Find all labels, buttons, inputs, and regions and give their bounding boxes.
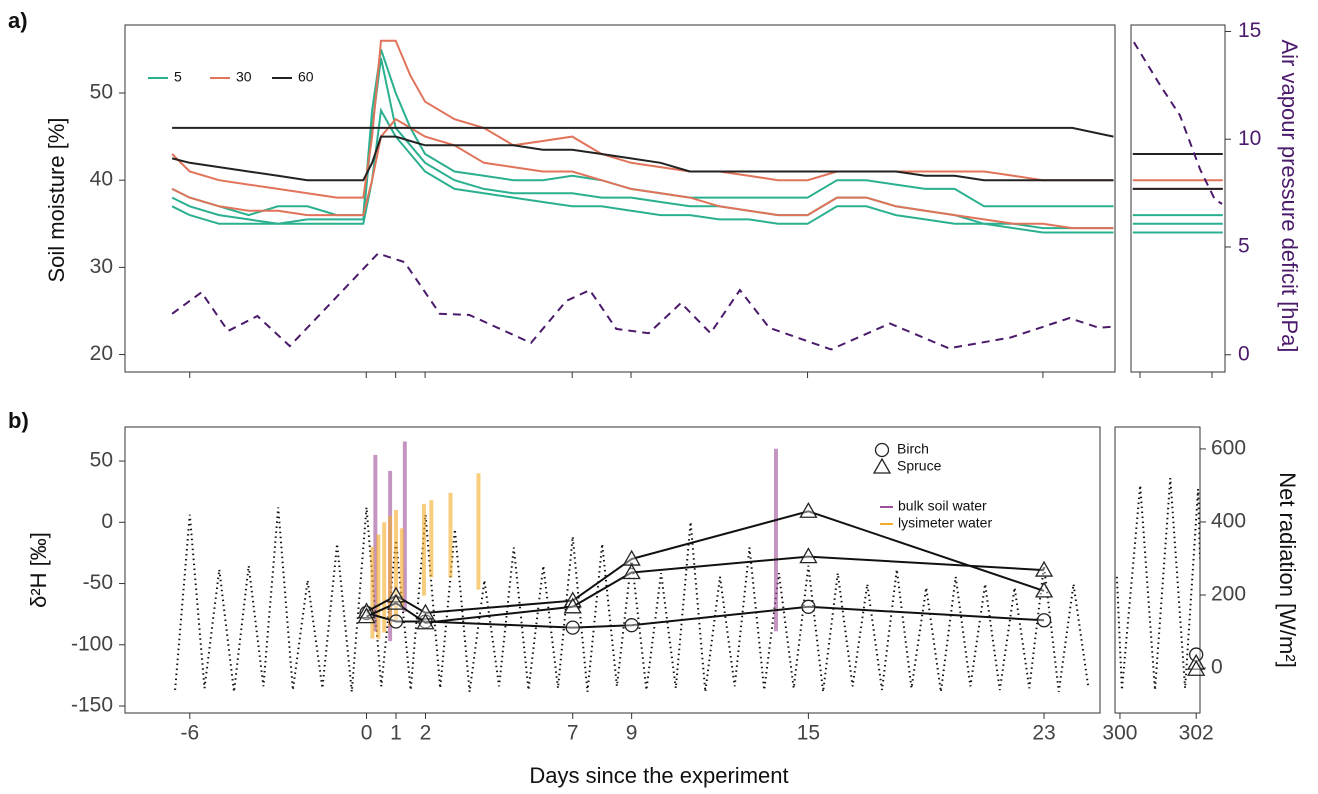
y2-tick-label: 5 <box>1238 235 1250 258</box>
soil-moisture-line <box>172 126 1114 138</box>
y2-tick-label: 600 <box>1211 436 1246 459</box>
y-tick-label: -100 <box>71 632 113 655</box>
soil-moisture-line <box>171 135 1114 182</box>
y-tick-label: 50 <box>90 449 113 472</box>
marker <box>1187 659 1206 676</box>
x-tick-label: 15 <box>797 722 820 745</box>
y2-tick-label: 15 <box>1238 19 1261 42</box>
marker <box>1036 613 1052 628</box>
marker <box>799 501 818 518</box>
soil-moisture-line <box>171 117 1114 230</box>
soil-moisture-line <box>171 107 1114 234</box>
marker <box>388 614 404 629</box>
y-tick-label: 50 <box>90 81 113 104</box>
y-tick-label: -50 <box>83 571 113 594</box>
net-radiation-line <box>1115 478 1200 691</box>
x-axis-title: Days since the experiment <box>529 763 788 788</box>
marker <box>801 599 816 614</box>
x-tick-label: 2 <box>420 722 432 745</box>
panel-label: a) <box>8 8 28 33</box>
y2-axis-title: Air vapour pressure deficit [hPa] <box>1277 39 1302 352</box>
legend-marker <box>872 457 892 474</box>
soil-moisture-line <box>171 39 1114 199</box>
marker <box>357 607 376 624</box>
marker <box>622 563 641 580</box>
vpd-line <box>1133 41 1223 205</box>
y2-tick-label: 200 <box>1211 583 1246 606</box>
legend-label: Birch <box>897 441 929 457</box>
isotope-line <box>366 605 1045 629</box>
y-tick-label: -150 <box>71 694 113 717</box>
y2-tick-label: 0 <box>1211 656 1223 679</box>
vpd-line <box>171 252 1114 351</box>
x-tick-label: 300 <box>1102 722 1137 745</box>
marker <box>386 593 406 610</box>
legend-label: bulk soil water <box>898 498 987 514</box>
panel-label: b) <box>8 408 29 433</box>
y2-axis-title: Net radiation [W/m²] <box>1275 472 1300 668</box>
marker <box>416 603 435 620</box>
y-tick-label: 0 <box>101 510 113 533</box>
y-tick-label: 40 <box>90 168 113 191</box>
panel-frame <box>1114 426 1201 714</box>
y-axis-title: Soil moisture [%] <box>44 117 69 282</box>
x-tick-label: 1 <box>390 722 402 745</box>
y-tick-label: 20 <box>90 342 113 365</box>
y2-tick-label: 0 <box>1238 342 1250 365</box>
legend-label: Spruce <box>897 458 942 474</box>
marker <box>1034 581 1054 598</box>
marker <box>799 547 818 564</box>
panel-frame <box>1130 24 1226 373</box>
legend-label: 60 <box>298 69 314 85</box>
marker <box>624 618 639 633</box>
y-axis-title: δ²H [‰] <box>26 532 51 608</box>
marker <box>416 613 435 630</box>
legend-label: 5 <box>174 69 182 85</box>
legend-label: 30 <box>236 69 252 85</box>
marker <box>563 597 582 614</box>
legend-marker <box>874 442 890 458</box>
x-tick-label: 302 <box>1179 722 1214 745</box>
y2-tick-label: 10 <box>1238 127 1261 150</box>
x-tick-label: 9 <box>626 722 638 745</box>
y2-tick-label: 400 <box>1211 510 1246 533</box>
x-tick-label: 0 <box>361 722 373 745</box>
y-tick-label: 30 <box>90 255 113 278</box>
soil-moisture-line <box>171 49 1114 217</box>
isotope-line <box>366 555 1045 624</box>
marker <box>1034 560 1054 577</box>
panel-frame <box>124 24 1116 373</box>
x-tick-label: -6 <box>180 722 199 745</box>
marker <box>565 620 580 635</box>
legend-label: lysimeter water <box>898 515 992 531</box>
panel-frame <box>124 426 1101 714</box>
x-tick-label: 7 <box>567 722 579 745</box>
x-tick-label: 23 <box>1032 722 1055 745</box>
net-radiation-line <box>174 507 1090 692</box>
